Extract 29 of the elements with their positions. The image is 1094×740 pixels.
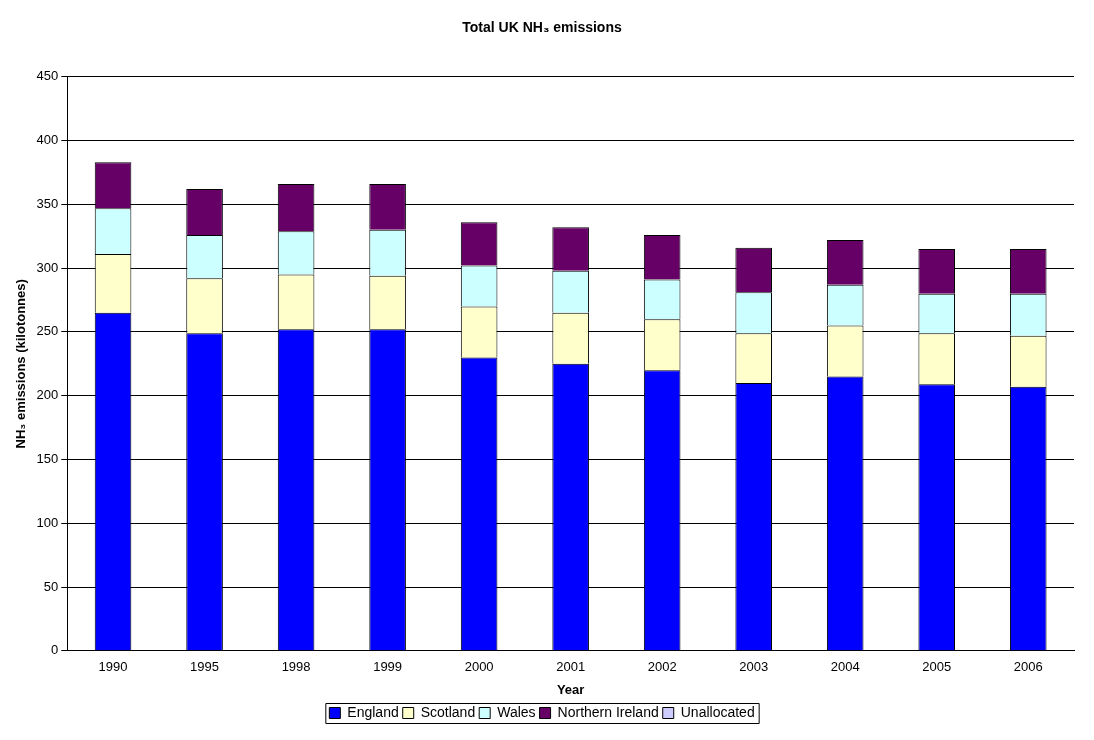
y-tick-label: 150 [36,451,59,467]
legend-label: Scotland [420,703,476,720]
chart-title: Total UK NH₃ emissions [462,19,622,36]
legend-label: England [347,703,399,720]
legend-label: Wales [497,703,536,720]
y-tick-label: 0 [51,642,59,658]
x-tick-label: 2005 [922,659,952,675]
y-tick-label: 400 [36,132,59,148]
y-axis-title: NH₃ emissions (kilotonnes) [13,279,29,449]
y-tick-label: 50 [43,578,59,594]
x-tick-label: 1998 [281,659,311,675]
y-tick-label: 100 [36,514,59,530]
x-tick-label: 1990 [98,659,128,675]
x-tick-label: 2004 [830,659,860,675]
legend-label: Northern Ireland [557,703,659,720]
x-tick-label: 1995 [190,659,220,675]
x-tick-label: 2003 [739,659,769,675]
y-tick-label: 300 [36,259,59,275]
x-tick-label: 2001 [556,659,586,675]
x-axis-title: Year [556,681,585,697]
x-tick-label: 1999 [373,659,403,675]
x-tick-label: 2000 [464,659,494,675]
y-tick-label: 350 [36,195,59,211]
y-tick-label: 450 [36,68,59,84]
y-tick-label: 200 [36,387,59,403]
y-tick-label: 250 [36,323,59,339]
x-tick-label: 2002 [647,659,677,675]
x-tick-label: 2006 [1013,659,1043,675]
legend-label: Unallocated [680,703,755,720]
